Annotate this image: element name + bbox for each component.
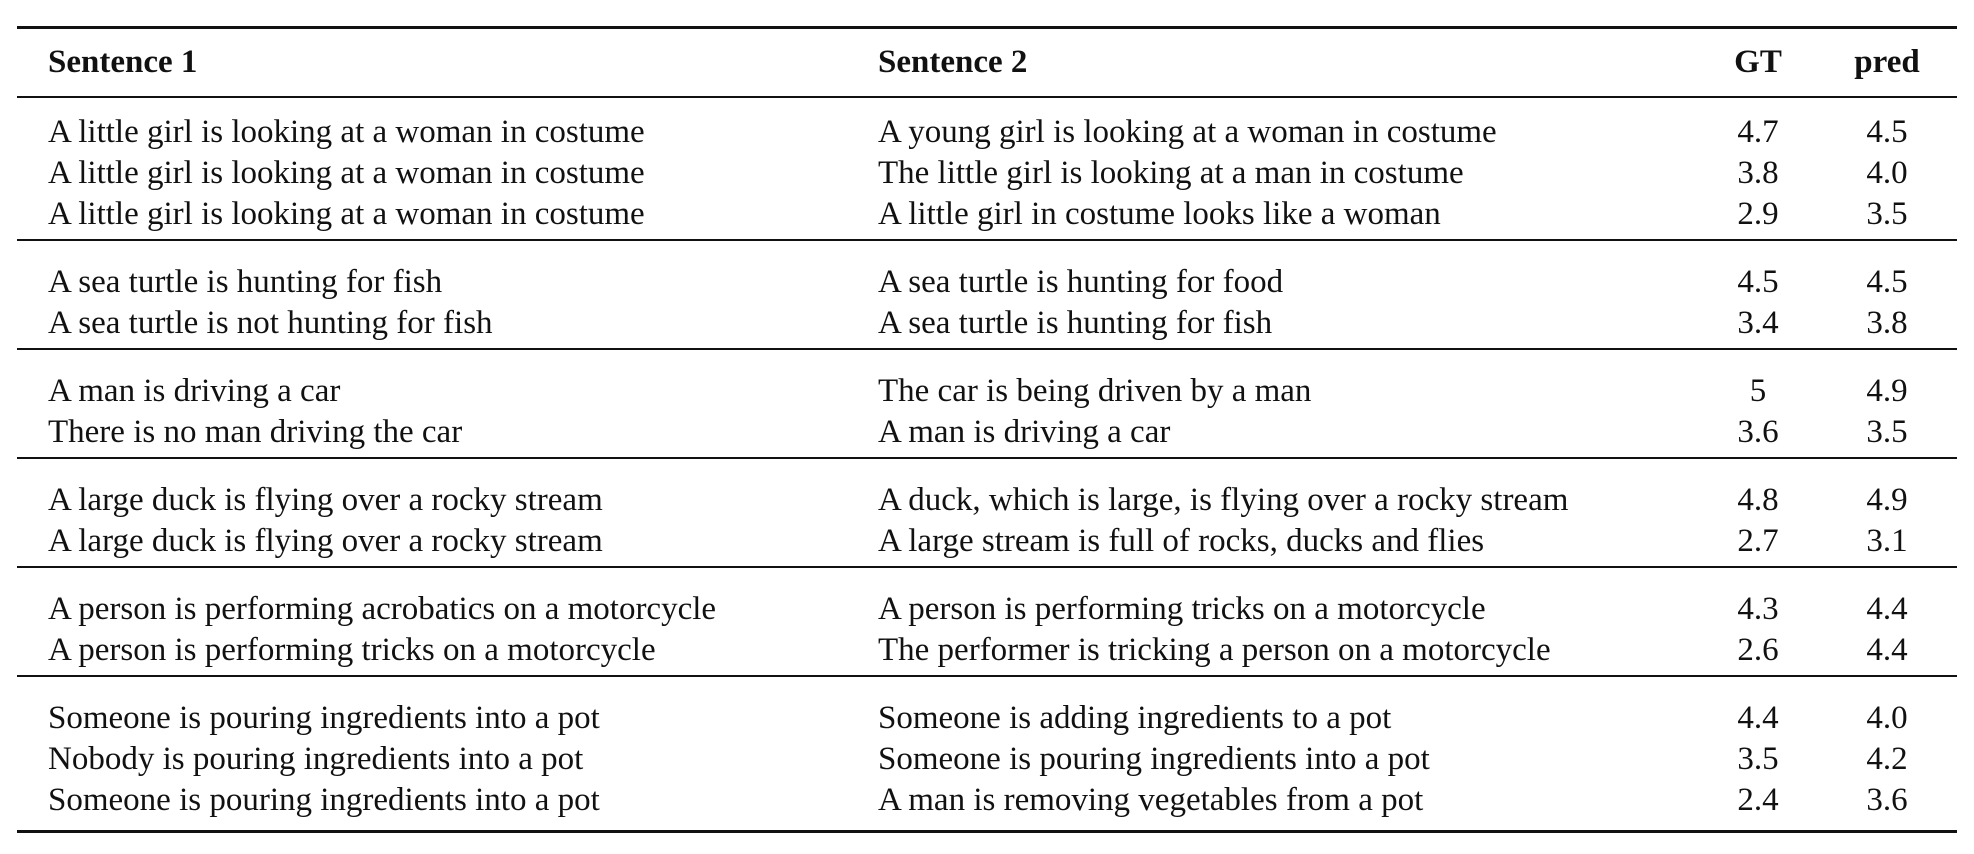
sentence-2-cell: A duck, which is large, is flying over a… [878, 482, 1569, 518]
sentence-1-cell: A sea turtle is not hunting for fish [48, 305, 493, 341]
pred-score-cell: 3.8 [1866, 305, 1908, 341]
sentence-2-cell: Someone is pouring ingredients into a po… [878, 741, 1430, 777]
sentence-2-cell: A man is driving a car [878, 414, 1171, 450]
pred-score-cell: 4.4 [1866, 591, 1908, 627]
sentence-2-cell: A sea turtle is hunting for fish [878, 305, 1273, 341]
gt-score-cell: 2.9 [1737, 196, 1779, 232]
sentence-1-cell: A man is driving a car [48, 373, 341, 409]
sentence-2-cell: A large stream is full of rocks, ducks a… [878, 523, 1485, 559]
top-rule [17, 26, 1957, 29]
gt-score-cell: 2.7 [1737, 523, 1779, 559]
gt-score-cell: 5 [1749, 373, 1767, 409]
sentence-1-cell: There is no man driving the car [48, 414, 463, 450]
header-gt: GT [1734, 44, 1782, 80]
gt-score-cell: 4.7 [1737, 114, 1779, 150]
pred-score-cell: 3.6 [1866, 782, 1908, 818]
pred-score-cell: 3.5 [1866, 414, 1908, 450]
group-separator-rule [17, 348, 1957, 350]
gt-score-cell: 3.6 [1737, 414, 1779, 450]
sentence-1-cell: Nobody is pouring ingredients into a pot [48, 741, 584, 777]
gt-score-cell: 4.5 [1737, 264, 1779, 300]
header-pred: pred [1854, 44, 1920, 80]
sentence-1-cell: Someone is pouring ingredients into a po… [48, 700, 600, 736]
sentence-1-cell: A large duck is flying over a rocky stre… [48, 523, 603, 559]
sentence-1-cell: A little girl is looking at a woman in c… [48, 196, 645, 232]
pred-score-cell: 3.1 [1866, 523, 1908, 559]
group-separator-rule [17, 457, 1957, 459]
sentence-2-cell: The little girl is looking at a man in c… [878, 155, 1464, 191]
pred-score-cell: 4.4 [1866, 632, 1908, 668]
sentence-2-cell: A person is performing tricks on a motor… [878, 591, 1486, 627]
pred-score-cell: 4.9 [1866, 373, 1908, 409]
gt-score-cell: 4.8 [1737, 482, 1779, 518]
group-separator-rule [17, 675, 1957, 677]
gt-score-cell: 3.8 [1737, 155, 1779, 191]
pred-score-cell: 3.5 [1866, 196, 1908, 232]
pred-score-cell: 4.9 [1866, 482, 1908, 518]
sentence-1-cell: A little girl is looking at a woman in c… [48, 114, 645, 150]
bottom-rule [17, 830, 1957, 833]
gt-score-cell: 3.4 [1737, 305, 1779, 341]
gt-score-cell: 2.6 [1737, 632, 1779, 668]
group-separator-rule [17, 239, 1957, 241]
gt-score-cell: 4.4 [1737, 700, 1779, 736]
sentence-2-cell: A young girl is looking at a woman in co… [878, 114, 1497, 150]
gt-score-cell: 4.3 [1737, 591, 1779, 627]
header-sentence-1: Sentence 1 [48, 44, 198, 80]
sentence-2-cell: A little girl in costume looks like a wo… [878, 196, 1441, 232]
pred-score-cell: 4.5 [1866, 264, 1908, 300]
sentence-1-cell: Someone is pouring ingredients into a po… [48, 782, 600, 818]
sentence-2-cell: The car is being driven by a man [878, 373, 1312, 409]
header-sentence-2: Sentence 2 [878, 44, 1028, 80]
group-separator-rule [17, 566, 1957, 568]
sentence-1-cell: A sea turtle is hunting for fish [48, 264, 443, 300]
pred-score-cell: 4.2 [1866, 741, 1908, 777]
gt-score-cell: 3.5 [1737, 741, 1779, 777]
sentence-1-cell: A large duck is flying over a rocky stre… [48, 482, 603, 518]
sentence-2-cell: A man is removing vegetables from a pot [878, 782, 1424, 818]
sentence-1-cell: A little girl is looking at a woman in c… [48, 155, 645, 191]
pred-score-cell: 4.5 [1866, 114, 1908, 150]
gt-score-cell: 2.4 [1737, 782, 1779, 818]
sentence-2-cell: Someone is adding ingredients to a pot [878, 700, 1392, 736]
sentence-1-cell: A person is performing acrobatics on a m… [48, 591, 717, 627]
pred-score-cell: 4.0 [1866, 155, 1908, 191]
pred-score-cell: 4.0 [1866, 700, 1908, 736]
sentence-2-cell: The performer is tricking a person on a … [878, 632, 1551, 668]
sentence-1-cell: A person is performing tricks on a motor… [48, 632, 656, 668]
sentence-2-cell: A sea turtle is hunting for food [878, 264, 1284, 300]
header-rule [17, 96, 1957, 98]
